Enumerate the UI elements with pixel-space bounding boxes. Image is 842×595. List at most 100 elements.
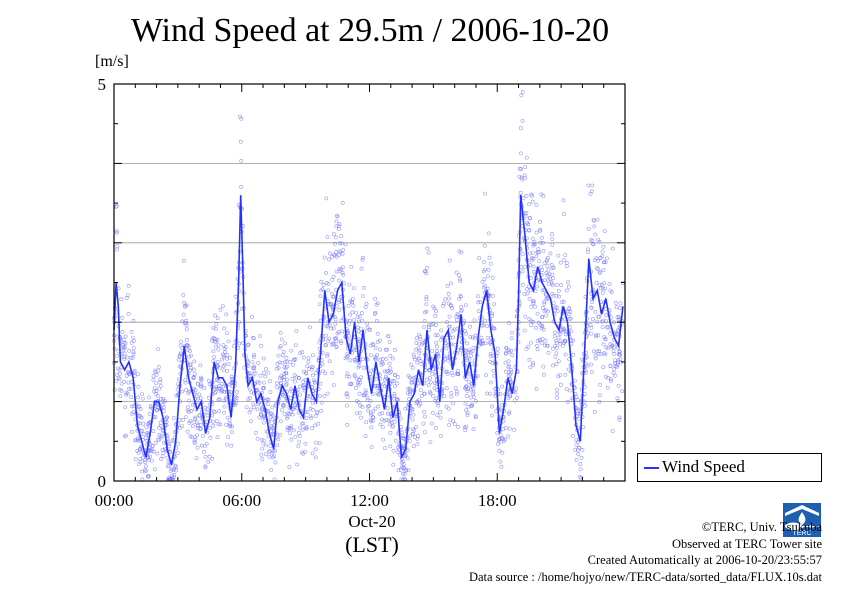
sample-point (154, 381, 159, 386)
sample-point (310, 451, 315, 456)
sample-point (335, 214, 340, 219)
sample-point (393, 373, 398, 378)
sample-point (464, 331, 469, 336)
sample-point (138, 407, 143, 412)
sample-point (311, 378, 316, 383)
sample-point (558, 339, 563, 344)
sample-point (520, 90, 525, 94)
sample-point (422, 410, 427, 414)
sample-point (467, 348, 472, 353)
sample-point (304, 425, 309, 429)
sample-point (500, 436, 505, 440)
sample-point (546, 282, 551, 286)
sample-point (330, 291, 334, 296)
sample-point (555, 391, 560, 396)
sample-point (203, 464, 208, 469)
sample-point (489, 311, 494, 316)
sample-point (256, 361, 261, 365)
sample-point (371, 342, 376, 347)
sample-point (261, 371, 266, 376)
sample-point (214, 419, 219, 424)
sample-point (303, 377, 308, 382)
sample-point (528, 263, 533, 267)
sample-point (269, 424, 274, 428)
sample-point (402, 472, 407, 477)
sample-point (450, 401, 455, 406)
sample-point (519, 175, 524, 180)
sample-point (611, 348, 616, 353)
sample-point (394, 397, 399, 401)
sample-point (385, 347, 389, 352)
sample-point (527, 202, 532, 207)
sample-point (530, 193, 535, 198)
x-tick-label: 00:00 (95, 491, 134, 510)
sample-point (480, 341, 485, 346)
sample-point (593, 232, 598, 237)
sample-point (226, 435, 231, 440)
x-axis-date-label: Oct-20 (348, 512, 396, 531)
sample-point (513, 390, 518, 395)
sample-point (424, 294, 429, 299)
sample-point (539, 192, 544, 197)
sample-point (592, 409, 597, 414)
sample-point (303, 441, 308, 446)
sample-point (543, 338, 548, 343)
sample-point (595, 319, 600, 324)
sample-point (225, 415, 230, 420)
sample-point (124, 433, 128, 438)
sample-point (523, 165, 528, 170)
sample-point (442, 301, 446, 306)
sample-point (289, 348, 294, 353)
sample-point (519, 167, 523, 172)
sample-point (157, 425, 161, 430)
sample-point (305, 364, 310, 369)
sample-point (436, 352, 441, 357)
sample-point (432, 306, 437, 311)
sample-point (349, 382, 354, 387)
sample-point (229, 374, 234, 379)
sample-point (433, 333, 438, 338)
sample-point (180, 424, 185, 429)
sample-point (323, 343, 328, 347)
sample-point (556, 335, 561, 340)
sample-point (586, 250, 591, 255)
sample-point (260, 446, 265, 451)
sample-point (452, 422, 457, 427)
sample-point (191, 375, 196, 380)
sample-point (515, 395, 520, 400)
sample-point (355, 315, 360, 319)
sample-point (603, 286, 608, 291)
sample-point (390, 356, 395, 361)
sample-point (138, 445, 143, 450)
sample-point (255, 407, 260, 412)
sample-point (599, 282, 604, 287)
sample-point (289, 389, 294, 394)
sample-point (259, 412, 264, 417)
sample-point (401, 462, 406, 467)
sample-point (417, 351, 422, 356)
sample-point (427, 323, 431, 328)
sample-point (534, 387, 539, 391)
sample-point (601, 268, 606, 272)
sample-point (371, 415, 376, 420)
sample-point (261, 356, 266, 361)
sample-point (158, 383, 163, 388)
sample-point (392, 378, 397, 383)
sample-point (567, 312, 572, 317)
sample-point (178, 353, 182, 358)
sample-point (600, 325, 605, 330)
sample-point (392, 347, 397, 352)
sample-point (120, 329, 125, 334)
sample-point (355, 325, 360, 330)
sample-point (324, 281, 329, 285)
sample-point (541, 305, 545, 310)
sample-point (541, 194, 546, 199)
sample-point (464, 424, 469, 429)
sample-point (298, 384, 303, 389)
sample-point (564, 288, 569, 293)
sample-point (421, 421, 426, 426)
sample-point (425, 265, 429, 270)
sample-point (506, 359, 511, 364)
sample-point (155, 451, 160, 456)
sample-point (274, 380, 279, 385)
